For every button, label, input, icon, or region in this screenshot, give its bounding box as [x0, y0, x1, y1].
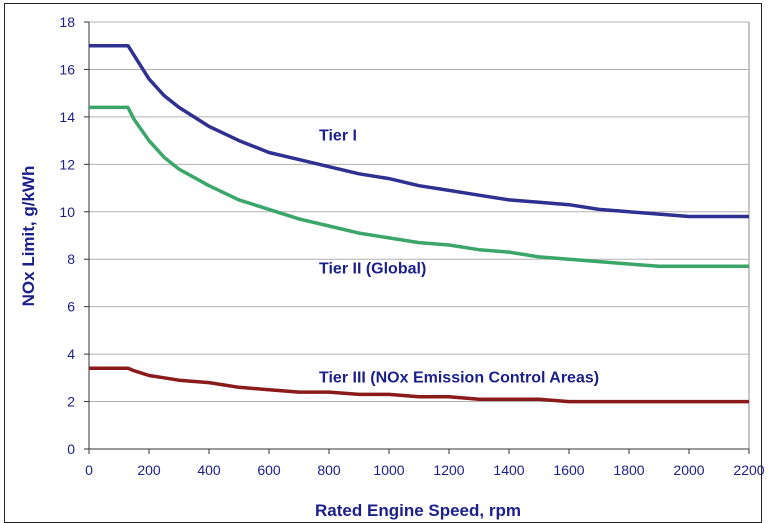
x-tick-label-1000: 1000: [373, 462, 404, 478]
y-tick-label-8: 8: [67, 251, 75, 267]
x-tick-label-2000: 2000: [673, 462, 704, 478]
x-tick-label-0: 0: [85, 462, 93, 478]
x-tick-label-400: 400: [197, 462, 221, 478]
series-labels: Tier I Tier II (Global) Tier III (NOx Emis…: [319, 128, 599, 387]
y-tick-label-6: 6: [67, 299, 75, 315]
y-tick-label-18: 18: [59, 14, 75, 30]
y-tick-label-16: 16: [59, 61, 75, 77]
series-label-1: Tier I: [319, 128, 357, 145]
x-tick-label-1600: 1600: [553, 462, 584, 478]
y-tick-label-0: 0: [67, 441, 75, 457]
y-tick-label-2: 2: [67, 394, 75, 410]
axes: 0 2 4 6 8 10 12 14 16 18 0 200 400 600 800 1000 1200 1400…: [59, 14, 764, 478]
x-tick-label-1200: 1200: [433, 462, 464, 478]
series-line-2: [89, 105, 749, 269]
x-tick-label-200: 200: [137, 462, 161, 478]
series-lines: [89, 43, 749, 404]
x-tick-label-1400: 1400: [493, 462, 524, 478]
grid-lines: [88, 21, 750, 450]
x-tick-label-600: 600: [257, 462, 281, 478]
series-label-3: Tier III (NOx Emission Control Areas): [319, 370, 599, 387]
y-tick-label-10: 10: [59, 204, 75, 220]
x-axis-title: Rated Engine Speed, rpm: [315, 501, 521, 520]
series-line-3: [89, 366, 749, 404]
y-tick-label-12: 12: [59, 156, 75, 172]
series-label-2: Tier II (Global): [319, 260, 426, 277]
y-tick-label-4: 4: [67, 346, 75, 362]
x-tick-label-800: 800: [317, 462, 341, 478]
x-tick-label-1800: 1800: [613, 462, 644, 478]
y-tick-label-14: 14: [59, 109, 75, 125]
y-axis-title: NOx Limit, g/kWh: [19, 166, 38, 307]
series-line-1: [89, 43, 749, 219]
x-tick-label-2200: 2200: [733, 462, 764, 478]
